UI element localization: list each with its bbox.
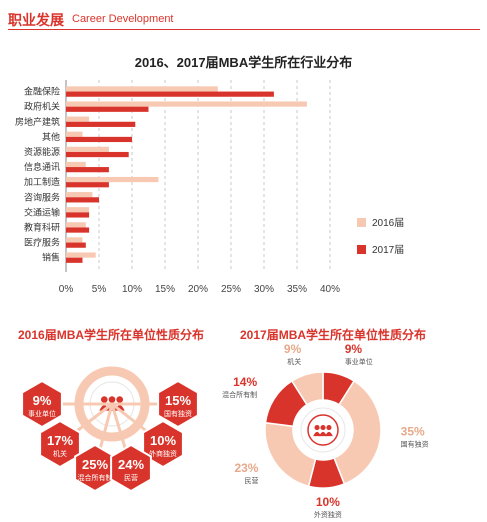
slice-category-label: 外资独资 (314, 510, 342, 519)
x-tick-label: 10% (122, 284, 142, 295)
slice-value-label: 9% (284, 342, 302, 356)
category-label: 医疗服务 (24, 237, 60, 248)
person-icon-head (326, 425, 332, 431)
bar-2017 (66, 212, 90, 218)
pie-2017-title: 2017届MBA学生所在单位性质分布 (240, 328, 427, 342)
category-label: 教育科研 (24, 221, 60, 232)
section-header: 职业发展 Career Development (8, 8, 480, 34)
bar-2016 (66, 252, 96, 258)
x-tick-label: 20% (188, 284, 208, 295)
x-tick-label: 5% (92, 284, 107, 295)
bar-2016 (66, 237, 83, 243)
slice-value-label: 10% (316, 495, 340, 509)
person-icon-body (319, 431, 327, 437)
header-rule (8, 29, 480, 30)
legend-swatch-2016 (357, 218, 366, 227)
bar-2016 (66, 161, 86, 168)
category-label: 房地产建筑 (15, 116, 60, 127)
bar-chart-title: 2016、2017届MBA学生所在行业分布 (134, 55, 353, 70)
bar-2016 (66, 116, 90, 122)
legend-swatch-2017 (357, 245, 366, 254)
slice-value-label: 23% (234, 461, 258, 475)
slice-value-label: 15% (165, 393, 191, 408)
bar-2016 (66, 131, 83, 137)
x-tick-label: 0% (59, 284, 74, 295)
slice-value-label: 25% (82, 457, 108, 472)
x-tick-label: 40% (320, 284, 340, 295)
person-icon-head (108, 396, 116, 403)
category-label: 信息通讯 (24, 161, 60, 172)
category-label: 销售 (42, 252, 60, 263)
bar-2016 (66, 101, 307, 107)
person-icon-head (314, 425, 320, 431)
x-tick-label: 30% (254, 284, 274, 295)
legend-label-2016: 2016届 (372, 217, 404, 229)
category-label: 金融保险 (24, 86, 60, 97)
slice-category-label: 国有独资 (164, 409, 192, 418)
slice-hexagon (110, 443, 152, 493)
slice-category-label: 混合所有制 (78, 473, 113, 482)
section-title-en: Career Development (72, 13, 174, 25)
slice-value-label: 9% (33, 393, 52, 408)
category-label: 资源能源 (24, 146, 60, 157)
bar-2016 (66, 146, 109, 152)
person-icon-body (313, 431, 321, 437)
bar-2017 (66, 121, 136, 127)
slice-value-label: 14% (233, 375, 257, 389)
bar-2016 (66, 222, 86, 228)
bar-2016 (66, 207, 90, 213)
slice-category-label: 机关 (53, 449, 67, 458)
bar-2017 (66, 197, 99, 203)
bar-2016 (66, 86, 218, 92)
bar-2017 (66, 151, 129, 158)
slice-category-label: 国有独资 (401, 439, 429, 448)
donut-slice (333, 379, 382, 485)
person-icon-body (325, 431, 333, 437)
person-icon-head (116, 396, 123, 403)
bar-2017 (66, 182, 109, 188)
bar-2017 (66, 91, 274, 97)
bar-2017 (66, 136, 132, 143)
slice-category-label: 混合所有制 (222, 390, 257, 399)
slice-category-label: 外商独资 (149, 449, 177, 458)
category-label: 政府机关 (24, 101, 60, 112)
slice-category-label: 事业单位 (345, 357, 373, 366)
person-icon-head (101, 396, 108, 403)
donut-center-ring (307, 414, 339, 446)
bar-2016 (66, 192, 93, 198)
bar-2017 (66, 106, 149, 112)
pie-2016-title: 2016届MBA学生所在单位性质分布 (18, 328, 205, 342)
bar-2017 (66, 257, 83, 263)
slice-category-label: 机关 (287, 357, 301, 366)
bar-2017 (66, 167, 109, 173)
slice-value-label: 9% (345, 342, 363, 356)
slice-hexagon (157, 379, 199, 429)
slice-value-label: 24% (118, 457, 144, 472)
bar-2017 (66, 227, 90, 233)
bar-2017 (66, 242, 86, 248)
x-tick-label: 35% (287, 284, 307, 295)
person-icon-head (320, 425, 326, 431)
slice-category-label: 民营 (244, 476, 258, 485)
category-label: 其他 (42, 131, 60, 142)
x-tick-label: 15% (155, 284, 175, 295)
donut-slice (290, 371, 324, 406)
slice-hexagon (21, 379, 63, 429)
slice-value-label: 10% (150, 433, 176, 448)
x-tick-label: 25% (221, 284, 241, 295)
slice-category-label: 事业单位 (28, 409, 56, 418)
bar-2016 (66, 176, 159, 183)
legend-label-2017: 2017届 (372, 244, 404, 256)
slice-category-label: 民营 (124, 473, 138, 482)
slice-value-label: 35% (401, 424, 425, 438)
category-label: 交通运输 (24, 206, 60, 217)
category-label: 咨询服务 (24, 191, 60, 202)
slice-value-label: 17% (47, 433, 73, 448)
section-title-zh: 职业发展 (8, 12, 64, 28)
category-label: 加工制造 (24, 176, 60, 187)
